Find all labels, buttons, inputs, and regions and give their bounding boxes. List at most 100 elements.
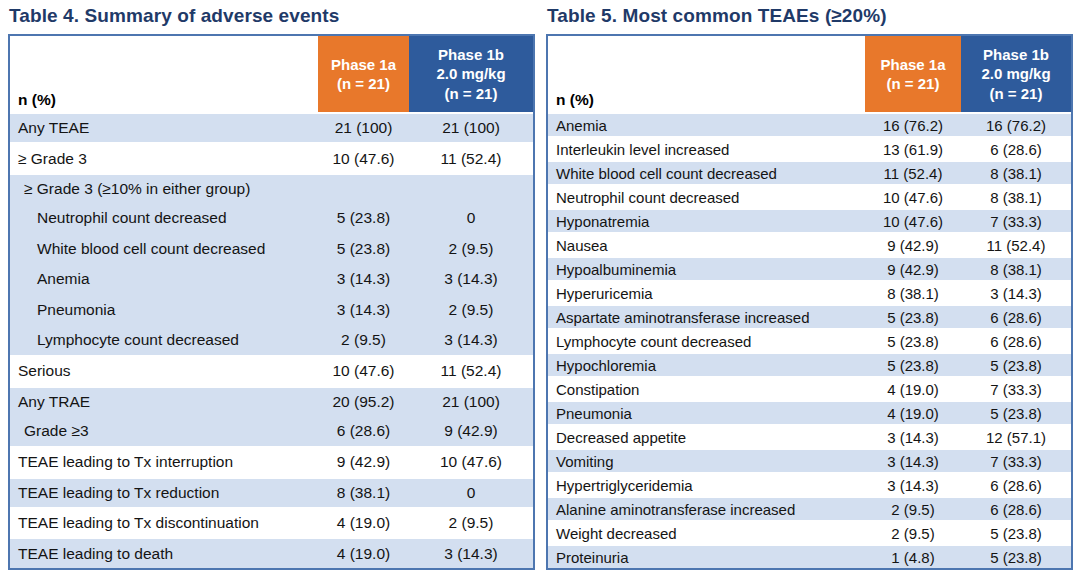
table-row: White blood cell count decreased11 (52.4…	[548, 160, 1071, 184]
phase1a-value: 3 (14.3)	[318, 270, 409, 288]
table-row: Alanine aminotransferase increased2 (9.5…	[548, 496, 1071, 520]
table-row: Nausea9 (42.9)11 (52.4)	[548, 232, 1071, 256]
row-label: ≥ Grade 3 (≥10% in either group)	[10, 180, 318, 198]
table-row: Pneumonia4 (19.0)5 (23.8)	[548, 400, 1071, 424]
row-label: Pneumonia	[10, 301, 318, 319]
row-label: Weight decreased	[548, 525, 865, 542]
row-label: Constipation	[548, 381, 865, 398]
table-row: Any TEAE21 (100)21 (100)	[10, 112, 533, 142]
table-row: ≥ Grade 3 (≥10% in either group)	[10, 173, 533, 203]
phase1a-value: 2 (9.5)	[865, 501, 961, 518]
phase1a-value: 4 (19.0)	[318, 514, 409, 532]
phase1b-value: 5 (23.8)	[961, 357, 1071, 374]
row-label: Alanine aminotransferase increased	[548, 501, 865, 518]
table-row: ≥ Grade 310 (47.6)11 (52.4)	[10, 142, 533, 172]
table-row: Lymphocyte count decreased5 (23.8)6 (28.…	[548, 328, 1071, 352]
row-label: Lymphocyte count decreased	[548, 333, 865, 350]
row-label: ≥ Grade 3	[10, 150, 318, 168]
phase1b-value: 3 (14.3)	[409, 545, 533, 563]
phase1a-value: 16 (76.2)	[865, 117, 961, 134]
phase1a-value: 8 (38.1)	[865, 285, 961, 302]
phase1b-value: 6 (28.6)	[961, 501, 1071, 518]
phase1b-value: 21 (100)	[409, 119, 533, 137]
table-most-common-teaes: n (%)Phase 1a (n = 21)Phase 1b 2.0 mg/kg…	[546, 34, 1073, 570]
row-label: Hypertriglyceridemia	[548, 477, 865, 494]
phase1b-value: 2 (9.5)	[409, 301, 533, 319]
phase1a-value: 10 (47.6)	[318, 362, 409, 380]
phase1a-value: 21 (100)	[318, 119, 409, 137]
phase1a-value: 3 (14.3)	[865, 429, 961, 446]
n-percent-header: n (%)	[10, 36, 318, 112]
phase1a-value: 2 (9.5)	[318, 331, 409, 349]
phase1a-value: 3 (14.3)	[318, 301, 409, 319]
most-common-teaes-panel: Table 5. Most common TEAEs (≥20%) n (%)P…	[546, 4, 1073, 570]
row-label: Neutrophil count decreased	[548, 189, 865, 206]
table-row: Any TRAE20 (95.2)21 (100)	[10, 386, 533, 416]
row-label: Nausea	[548, 237, 865, 254]
row-label: Serious	[10, 362, 318, 380]
row-label: Neutrophil count decreased	[10, 209, 318, 227]
row-label: Hyperuricemia	[548, 285, 865, 302]
phase1a-value: 5 (23.8)	[318, 240, 409, 258]
phase1b-value: 3 (14.3)	[409, 270, 533, 288]
phase1b-value: 3 (14.3)	[409, 331, 533, 349]
phase1b-value: 12 (57.1)	[961, 429, 1071, 446]
table-row: Neutrophil count decreased5 (23.8)0	[10, 203, 533, 233]
row-label: White blood cell count decreased	[548, 165, 865, 182]
table-row: Grade ≥36 (28.6)9 (42.9)	[10, 416, 533, 446]
row-label: Anemia	[548, 117, 865, 134]
row-label: Anemia	[10, 270, 318, 288]
table-row: Hypochloremia5 (23.8)5 (23.8)	[548, 352, 1071, 376]
phase1b-value: 2 (9.5)	[409, 240, 533, 258]
table-row: Neutrophil count decreased10 (47.6)8 (38…	[548, 184, 1071, 208]
row-label: Interleukin level increased	[548, 141, 865, 158]
row-label: TEAE leading to Tx interruption	[10, 453, 318, 471]
phase1b-value: 11 (52.4)	[961, 237, 1071, 254]
column-header-phase1b: Phase 1b 2.0 mg/kg (n = 21)	[961, 36, 1071, 112]
phase1b-value: 5 (23.8)	[961, 525, 1071, 542]
phase1b-value: 7 (33.3)	[961, 381, 1071, 398]
phase1a-value: 4 (19.0)	[318, 545, 409, 563]
table-adverse-events-summary: n (%)Phase 1a (n = 21)Phase 1b 2.0 mg/kg…	[8, 34, 535, 570]
row-label: Grade ≥3	[10, 422, 318, 440]
n-percent-header: n (%)	[548, 36, 865, 112]
phase1a-value: 9 (42.9)	[318, 453, 409, 471]
row-label: Any TEAE	[10, 119, 318, 137]
phase1a-value: 6 (28.6)	[318, 422, 409, 440]
table-row: Hypoalbuminemia9 (42.9)8 (38.1)	[548, 256, 1071, 280]
row-label: Lymphocyte count decreased	[10, 331, 318, 349]
phase1a-value: 9 (42.9)	[865, 261, 961, 278]
phase1b-value: 6 (28.6)	[961, 309, 1071, 326]
table-row: Serious10 (47.6)11 (52.4)	[10, 355, 533, 385]
phase1a-value: 8 (38.1)	[318, 484, 409, 502]
column-header-phase1a: Phase 1a (n = 21)	[318, 36, 409, 112]
phase1b-value: 2 (9.5)	[409, 514, 533, 532]
phase1b-value: 21 (100)	[409, 393, 533, 411]
column-header-phase1b: Phase 1b 2.0 mg/kg (n = 21)	[409, 36, 533, 112]
table-row: Hypertriglyceridemia3 (14.3)6 (28.6)	[548, 472, 1071, 496]
row-label: TEAE leading to Tx discontinuation	[10, 514, 318, 532]
row-label: TEAE leading to death	[10, 545, 318, 563]
table-row: TEAE leading to Tx interruption9 (42.9)1…	[10, 446, 533, 476]
table-row: Lymphocyte count decreased2 (9.5)3 (14.3…	[10, 325, 533, 355]
table-row: TEAE leading to death4 (19.0)3 (14.3)	[10, 537, 533, 567]
phase1b-value: 6 (28.6)	[961, 141, 1071, 158]
phase1a-value: 2 (9.5)	[865, 525, 961, 542]
phase1a-value: 9 (42.9)	[865, 237, 961, 254]
table-row: Weight decreased2 (9.5)5 (23.8)	[548, 520, 1071, 544]
phase1b-value: 0	[409, 484, 533, 502]
table-row: White blood cell count decreased5 (23.8)…	[10, 234, 533, 264]
row-label: White blood cell count decreased	[10, 240, 318, 258]
table-row: Aspartate aminotransferase increased5 (2…	[548, 304, 1071, 328]
row-label: Any TRAE	[10, 393, 318, 411]
table-row: Anemia3 (14.3)3 (14.3)	[10, 264, 533, 294]
row-label: Proteinuria	[548, 549, 865, 566]
row-label: Aspartate aminotransferase increased	[548, 309, 865, 326]
phase1a-value: 4 (19.0)	[865, 405, 961, 422]
page: Table 4. Summary of adverse events n (%)…	[0, 0, 1080, 570]
row-label: Hypochloremia	[548, 357, 865, 374]
phase1b-value: 6 (28.6)	[961, 477, 1071, 494]
phase1a-value: 5 (23.8)	[318, 209, 409, 227]
table-row: TEAE leading to Tx discontinuation4 (19.…	[10, 507, 533, 537]
phase1a-value: 5 (23.8)	[865, 333, 961, 350]
